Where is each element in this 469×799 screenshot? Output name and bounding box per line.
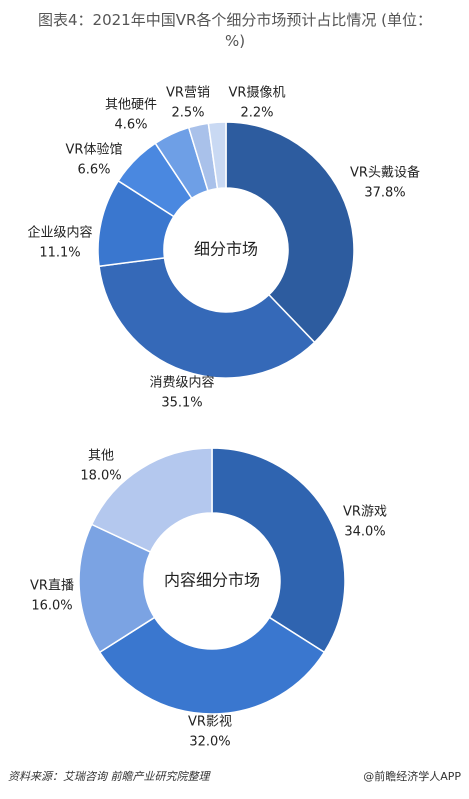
value-label: 18.0%	[80, 469, 121, 484]
value-label: 34.0%	[344, 525, 385, 540]
value-label: 6.6%	[77, 163, 110, 178]
value-label: 4.6%	[114, 118, 147, 133]
value-label: 16.0%	[31, 599, 72, 614]
center-label: 细分市场	[194, 240, 258, 259]
slice	[207, 121, 227, 190]
slice-label: 其他	[88, 449, 114, 464]
slice-label: VR体验馆	[66, 142, 123, 158]
slice-label: VR头戴设备	[350, 165, 420, 181]
value-label: 37.8%	[364, 186, 405, 201]
title: 图表4：2021年中国VR各个细分市场预计占比情况 (单位：%)	[37, 11, 433, 50]
slice	[90, 447, 213, 554]
value-label: 11.1%	[39, 246, 80, 261]
source: 资料来源：艾瑞咨询 前瞻产业研究院整理	[8, 770, 210, 783]
slice-label: 其他硬件	[105, 98, 157, 113]
slice	[225, 121, 355, 344]
value-label: 32.0%	[189, 735, 230, 750]
slice	[211, 447, 346, 654]
slice-label: VR摄像机	[229, 86, 286, 101]
value-label: 2.5%	[171, 106, 204, 121]
center-label: 内容细分市场	[164, 571, 260, 590]
slice-label: 企业级内容	[27, 225, 92, 241]
slice	[98, 257, 316, 379]
slice-label: VR影视	[188, 715, 232, 730]
brand: @前瞻经济学人APP	[363, 770, 461, 783]
slice-label: VR直播	[30, 579, 74, 594]
value-label: 2.2%	[240, 106, 273, 121]
value-label: 35.1%	[161, 396, 202, 411]
slice-label: VR营销	[166, 86, 210, 101]
slice-label: 消费级内容	[149, 375, 214, 391]
slice-label: VR游戏	[343, 505, 387, 520]
slice	[98, 616, 326, 715]
